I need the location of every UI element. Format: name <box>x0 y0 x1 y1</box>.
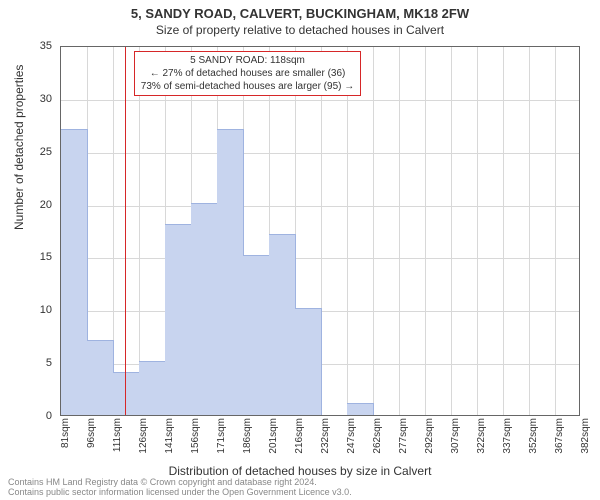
x-tick-label: 171sqm <box>216 418 227 454</box>
x-tick-label: 141sqm <box>164 418 175 454</box>
chart-area: 5 SANDY ROAD: 118sqm← 27% of detached ho… <box>60 46 580 416</box>
histogram-bar <box>191 203 218 415</box>
gridline-v <box>451 47 452 415</box>
histogram-bar <box>165 224 192 415</box>
histogram-bar <box>347 403 374 415</box>
gridline-v <box>373 47 374 415</box>
y-tick-label: 35 <box>40 40 52 52</box>
y-tick-labels: 05101520253035 <box>0 46 56 416</box>
x-tick-label: 292sqm <box>424 418 435 454</box>
x-tick-label: 262sqm <box>372 418 383 454</box>
y-tick-label: 30 <box>40 93 52 105</box>
y-tick-label: 20 <box>40 199 52 211</box>
histogram-bar <box>139 361 166 415</box>
gridline-v <box>139 47 140 415</box>
gridline-v <box>503 47 504 415</box>
property-marker-line <box>125 47 126 415</box>
x-tick-label: 96sqm <box>86 418 97 448</box>
gridline-v <box>529 47 530 415</box>
info-line: 73% of semi-detached houses are larger (… <box>141 80 354 93</box>
x-tick-label: 111sqm <box>112 418 123 452</box>
y-tick-label: 25 <box>40 146 52 158</box>
y-tick-label: 10 <box>40 304 52 316</box>
x-tick-label: 156sqm <box>190 418 201 454</box>
x-tick-label: 232sqm <box>320 418 331 454</box>
x-tick-label: 367sqm <box>554 418 565 454</box>
x-axis-label: Distribution of detached houses by size … <box>0 464 600 478</box>
info-line: ← 27% of detached houses are smaller (36… <box>141 67 354 80</box>
x-tick-label: 322sqm <box>476 418 487 454</box>
histogram-bar <box>269 234 296 415</box>
x-tick-label: 277sqm <box>398 418 409 454</box>
x-tick-label: 201sqm <box>268 418 279 454</box>
x-tick-label: 186sqm <box>242 418 253 454</box>
x-tick-label: 216sqm <box>294 418 305 454</box>
histogram-bar <box>295 308 322 415</box>
gridline-v <box>477 47 478 415</box>
chart-title-main: 5, SANDY ROAD, CALVERT, BUCKINGHAM, MK18… <box>0 0 600 21</box>
x-tick-label: 352sqm <box>528 418 539 454</box>
plot-area: 5 SANDY ROAD: 118sqm← 27% of detached ho… <box>60 46 580 416</box>
property-info-box: 5 SANDY ROAD: 118sqm← 27% of detached ho… <box>134 51 361 96</box>
x-tick-label: 81sqm <box>60 418 71 448</box>
gridline-v <box>347 47 348 415</box>
histogram-bar <box>243 255 270 415</box>
x-tick-labels: 81sqm 96sqm 111sqm 126sqm 141sqm 156sqm 171sqm… <box>60 416 580 466</box>
gridline-v <box>555 47 556 415</box>
info-line: 5 SANDY ROAD: 118sqm <box>141 54 354 67</box>
histogram-bar <box>113 372 140 415</box>
footer-line2: Contains public sector information licen… <box>8 488 352 498</box>
histogram-bar <box>87 340 114 415</box>
x-tick-label: 337sqm <box>502 418 513 454</box>
gridline-v <box>399 47 400 415</box>
y-tick-label: 0 <box>46 410 52 422</box>
footer-attribution: Contains HM Land Registry data © Crown c… <box>8 478 352 498</box>
y-tick-label: 5 <box>46 357 52 369</box>
x-tick-label: 382sqm <box>580 418 591 454</box>
histogram-bar <box>217 129 244 415</box>
x-tick-label: 126sqm <box>138 418 149 454</box>
y-tick-label: 15 <box>40 251 52 263</box>
x-tick-label: 247sqm <box>346 418 357 454</box>
gridline-v <box>425 47 426 415</box>
x-tick-label: 307sqm <box>450 418 461 454</box>
histogram-bar <box>61 129 88 415</box>
chart-title-sub: Size of property relative to detached ho… <box>0 21 600 37</box>
